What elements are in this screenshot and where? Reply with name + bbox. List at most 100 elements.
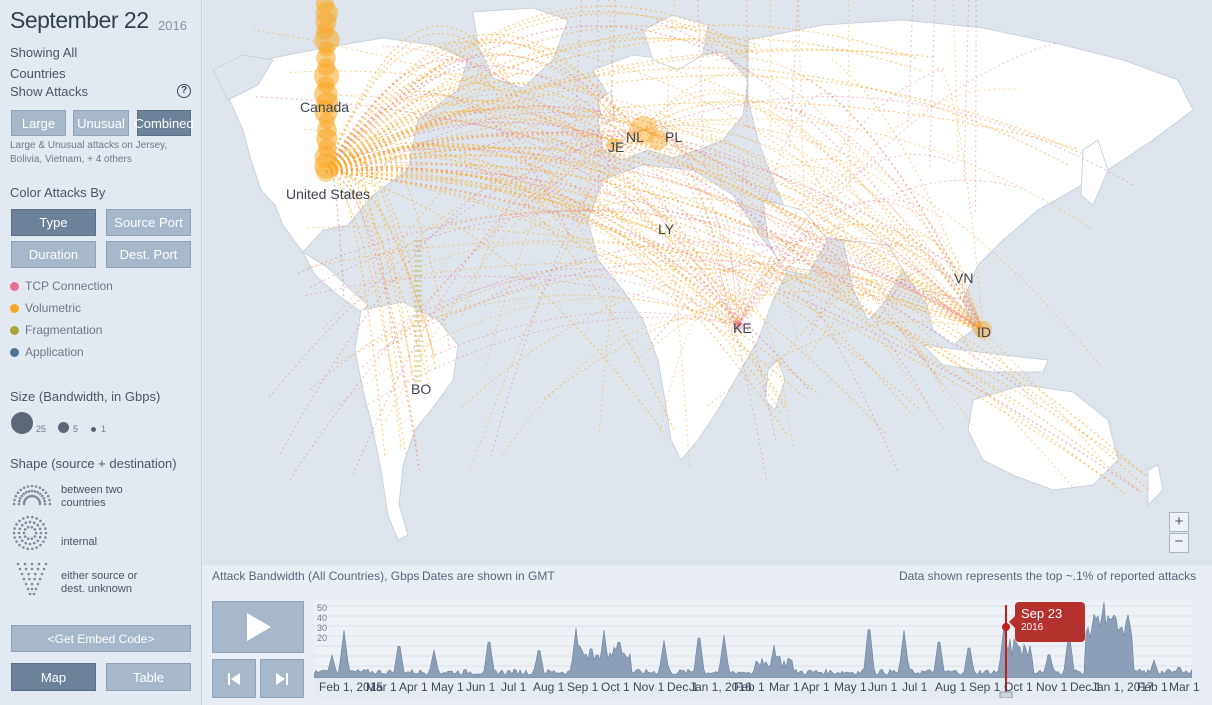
shape-dot	[20, 539, 24, 543]
zoom-in-button[interactable]: +	[1169, 512, 1189, 532]
country-label-nl[interactable]: NL	[626, 129, 644, 145]
attack-arc	[322, 129, 644, 330]
attack-arc	[525, 197, 984, 331]
map-view-button[interactable]: Map	[11, 663, 96, 691]
alaska-shape	[212, 54, 274, 101]
table-view-button[interactable]: Table	[106, 663, 191, 691]
country-label-vn[interactable]: VN	[954, 270, 974, 286]
x-tick-label: Feb 1	[734, 680, 765, 694]
unusual-attacks-button[interactable]: Unusual	[73, 110, 129, 136]
shape-dot	[35, 546, 38, 549]
shape-dot	[48, 498, 51, 502]
attack-arc	[642, 103, 921, 264]
attack-arc	[642, 92, 872, 218]
attack-arc	[325, 144, 788, 408]
attack-arc	[737, 237, 897, 326]
attack-arc	[642, 129, 899, 471]
color-by-duration-button[interactable]: Duration	[11, 241, 96, 268]
attack-arc	[325, 171, 1141, 493]
shape-dot	[43, 502, 47, 506]
help-icon[interactable]: ?	[177, 84, 191, 98]
attack-arc	[325, 171, 430, 387]
country-label-pl[interactable]: PL	[665, 129, 683, 145]
attack-arc	[354, 242, 739, 326]
attack-arc	[330, 297, 739, 412]
size-large-dot-icon	[11, 412, 33, 434]
step-forward-button[interactable]	[260, 659, 304, 698]
large-attacks-button[interactable]: Large	[11, 110, 66, 136]
shape-dot	[30, 562, 34, 566]
y-tick: 40	[317, 613, 328, 623]
country-label-ly[interactable]: LY	[658, 221, 675, 237]
shape-dot	[46, 494, 50, 498]
shape-dot	[13, 536, 16, 539]
shape-dot	[36, 490, 39, 494]
legend-application: Application	[10, 345, 84, 359]
attack-arc	[325, 25, 756, 173]
attack-arc	[325, 171, 808, 400]
step-back-button[interactable]	[212, 659, 256, 698]
color-by-source-port-button[interactable]: Source Port	[106, 209, 191, 236]
shape-dot	[12, 531, 16, 535]
color-by-type-button[interactable]: Type	[11, 209, 96, 236]
legend-fragmentation: Fragmentation	[10, 323, 102, 337]
play-button[interactable]	[212, 601, 304, 653]
attack-arc	[305, 275, 739, 326]
attack-arc	[750, 224, 984, 331]
shape-dot	[38, 502, 42, 506]
attack-arc	[543, 290, 984, 399]
shape-dot	[32, 521, 36, 525]
zoom-out-button[interactable]: −	[1169, 533, 1189, 553]
country-label-je[interactable]: JE	[608, 139, 625, 155]
shape-dot	[24, 541, 28, 545]
attack-arc	[325, 170, 436, 360]
color-by-dest-port-button[interactable]: Dest. Port	[106, 241, 191, 268]
japan-shape	[1080, 139, 1109, 206]
combined-attacks-button[interactable]: Combined	[134, 110, 194, 136]
get-embed-code-button[interactable]: <Get Embed Code>	[11, 625, 191, 652]
attack-arc	[325, 153, 783, 415]
attack-arc	[642, 99, 963, 268]
attack-arc	[435, 210, 984, 331]
y-tick: 30	[317, 623, 328, 633]
step-back-icon	[228, 672, 240, 685]
shape-dot	[24, 582, 28, 586]
shape-dot	[30, 587, 34, 591]
country-label-canada[interactable]: Canada	[300, 99, 350, 115]
unknown-source-stream	[664, 0, 675, 139]
attack-arc	[737, 272, 925, 361]
attack-arc	[642, 129, 928, 403]
attack-arc	[325, 58, 509, 173]
shape-dot	[20, 494, 24, 498]
madagascar-shape	[764, 359, 786, 411]
shape-dot	[22, 546, 25, 549]
central-america-shape	[301, 250, 369, 313]
attack-arc	[325, 145, 787, 411]
attack-arc	[325, 107, 642, 173]
attack-hotspot	[648, 130, 668, 150]
unknown-source-stream	[847, 0, 851, 190]
shape-dot	[12, 502, 16, 506]
attack-arc	[325, 94, 984, 331]
shape-dot	[23, 528, 27, 531]
attack-arc	[737, 263, 797, 338]
country-filter-value[interactable]: Countries	[10, 66, 66, 81]
shape-dot	[33, 490, 37, 493]
attack-arc	[325, 65, 632, 173]
attack-map[interactable]: Canada United States JE NL PL LY VN KE I…	[203, 0, 1212, 565]
country-label-ke[interactable]: KE	[733, 320, 752, 336]
country-label-united-states[interactable]: United States	[286, 186, 371, 202]
attack-arc	[642, 72, 877, 188]
x-tick-label: Jun 1	[868, 680, 898, 694]
shape-dot	[22, 531, 26, 535]
shape-dot	[37, 562, 41, 566]
attack-arc	[336, 268, 984, 364]
attack-arc	[417, 117, 739, 326]
unknown-source-stream	[974, 0, 977, 215]
country-label-id[interactable]: ID	[977, 324, 991, 340]
attack-arc	[469, 129, 644, 471]
country-label-bo[interactable]: BO	[411, 381, 432, 397]
timeline-title: Attack Bandwidth (All Countries), Gbps	[212, 569, 420, 583]
attack-arc	[403, 88, 984, 331]
shape-dot	[26, 537, 30, 541]
